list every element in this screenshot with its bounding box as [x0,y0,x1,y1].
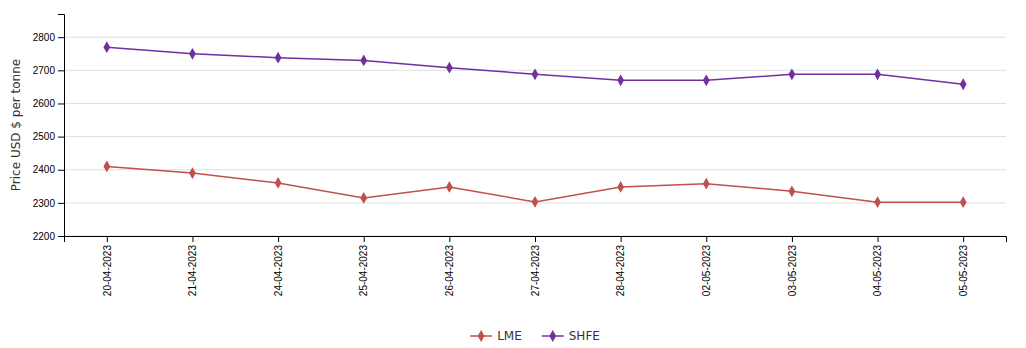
marker [532,196,539,208]
x-tick-label: 02-05-2023 [701,245,712,297]
grid [64,37,1006,236]
y-tick-mark [58,37,64,38]
series [103,41,966,90]
marker [789,185,796,197]
y-tick-label: 2300 [33,198,56,209]
x-tick-label: 25-04-2023 [358,245,369,297]
x-tick-mark [878,236,879,242]
marker [874,196,881,208]
x-tick-mark [792,236,793,242]
x-tick: 04-05-2023 [872,236,883,296]
line [107,47,963,84]
x-tick-label: 05-05-2023 [958,245,969,297]
marker [360,55,367,67]
series [103,161,966,209]
marker [960,78,967,90]
legend-item: LME [470,329,522,343]
y-tick: 2700 [33,65,64,76]
grid-line [64,103,1006,104]
x-tick: 03-05-2023 [787,236,798,296]
y-tick-label: 2800 [33,32,56,43]
x-tick: 05-05-2023 [958,236,969,296]
marker [103,41,110,53]
legend-marker [478,330,485,342]
x-tick-label: 03-05-2023 [787,245,798,297]
x-axis-line [65,237,1007,243]
legend-label: SHFE [569,329,600,343]
marker [703,74,710,86]
marker [189,48,196,60]
y-tick-mark [58,137,64,138]
marks [103,41,966,208]
plot: 2200 2300 2400 2500 2600 2700 2800 20-04-2023 21… [33,15,1007,297]
legend: LME SHFE [470,329,600,343]
y-tick-mark [58,203,64,204]
x-tick: 24-04-2023 [273,236,284,296]
x-tick-mark [621,236,622,242]
y-tick-mark [58,103,64,104]
x-tick-label: 26-04-2023 [444,245,455,297]
x-tick: 02-05-2023 [701,236,712,296]
x-tick-label: 20-04-2023 [102,245,113,297]
x-tick: 26-04-2023 [444,236,455,296]
x-tick-mark [706,236,707,242]
chart: 2200 2300 2400 2500 2600 2700 2800 20-04-2023 21… [0,0,1026,348]
x-tick: 27-04-2023 [530,236,541,296]
x-tick-label: 21-04-2023 [187,245,198,297]
x-tick-mark [963,236,964,242]
y-tick: 2200 [33,231,64,242]
marker [103,161,110,173]
legend-label: LME [497,329,522,343]
y-axis: 2200 2300 2400 2500 2600 2700 2800 [33,15,65,242]
y-tick-mark [58,236,64,237]
marker [275,52,282,64]
x-tick: 21-04-2023 [187,236,198,296]
marker [275,177,282,189]
marker [874,68,881,80]
grid-line [64,37,1006,38]
x-tick-mark [535,236,536,242]
x-tick-mark [449,236,450,242]
marker [532,68,539,80]
y-tick: 2800 [33,32,64,43]
marker [960,196,967,208]
x-tick-mark [364,236,365,242]
marker [446,62,453,74]
x-tick-label: 27-04-2023 [530,245,541,297]
marker [446,181,453,193]
y-axis-line [58,15,65,237]
y-tick: 2400 [33,164,64,175]
y-tick-mark [58,170,64,171]
grid-line [64,169,1006,170]
marker [360,192,367,204]
marker [703,178,710,190]
x-tick-mark [278,236,279,242]
y-axis-title: Price USD $ per tonne [9,59,23,191]
marker [789,68,796,80]
legend-marker [549,330,556,342]
marker [189,167,196,179]
x-tick-mark [192,236,193,242]
y-tick-label: 2700 [33,65,56,76]
marker [617,181,624,193]
y-tick-label: 2200 [33,231,56,242]
x-tick: 20-04-2023 [102,236,113,296]
x-tick: 25-04-2023 [358,236,369,296]
y-tick-mark [58,70,64,71]
x-tick: 28-04-2023 [615,236,626,296]
x-tick-label: 28-04-2023 [615,245,626,297]
y-tick-label: 2400 [33,164,56,175]
x-tick-label: 04-05-2023 [872,245,883,297]
x-tick-mark [107,236,108,242]
legend-item: SHFE [542,329,600,343]
y-tick: 2500 [33,131,64,142]
y-tick-label: 2600 [33,98,56,109]
x-axis: 20-04-2023 21-04-2023 24-04-2023 25-04-2023… [65,236,1007,296]
x-tick-label: 24-04-2023 [273,245,284,297]
y-tick: 2300 [33,198,64,209]
marker [617,74,624,86]
grid-line [64,136,1006,137]
y-tick: 2600 [33,98,64,109]
y-tick-label: 2500 [33,131,56,142]
